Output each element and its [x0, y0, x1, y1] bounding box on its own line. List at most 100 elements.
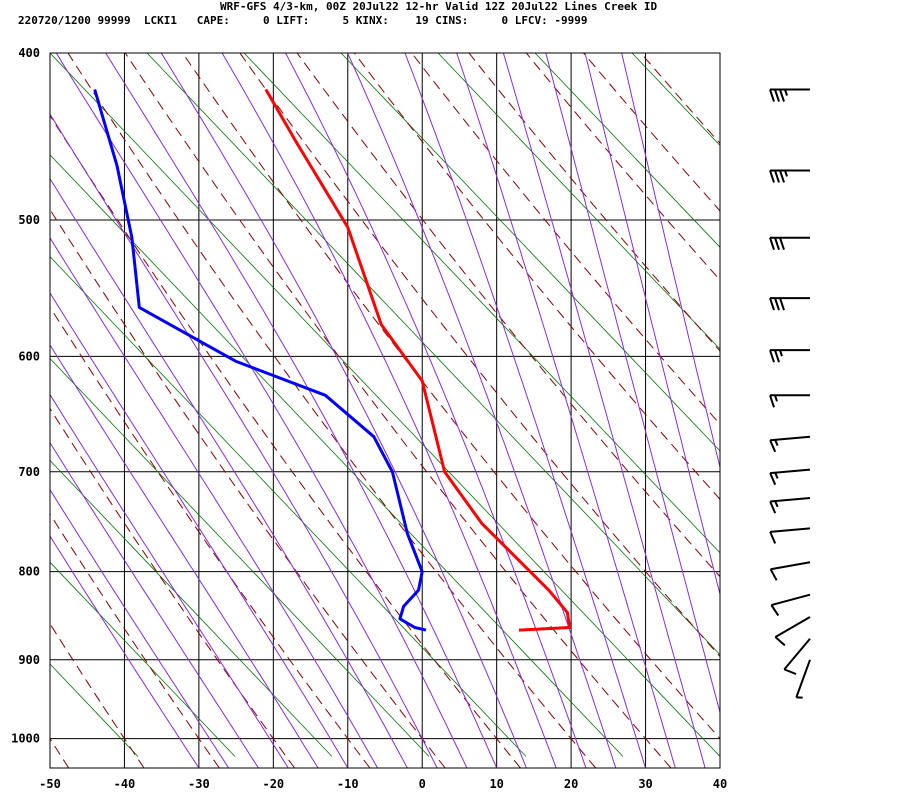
barb-flag — [774, 636, 786, 647]
plot-frame — [49, 52, 721, 769]
dry-adiabat — [182, 53, 720, 740]
moist-adiabat — [50, 113, 438, 768]
wind-barb — [769, 527, 811, 544]
barb-flag — [769, 439, 777, 453]
barb-flag — [770, 604, 780, 617]
dry-adiabats — [50, 53, 720, 768]
dry-adiabat — [67, 53, 597, 768]
mixing-ratio-line — [826, 53, 900, 757]
y-tick-label: 600 — [18, 349, 40, 363]
x-tick-label: 0 — [419, 777, 426, 791]
dry-adiabat — [50, 306, 371, 768]
mixing-ratio-line — [146, 53, 720, 656]
y-tick-label: 900 — [18, 653, 40, 667]
wind-barb — [769, 435, 811, 453]
barb-flag — [779, 89, 785, 102]
barb-flag — [783, 668, 797, 675]
moist-adiabat — [50, 393, 289, 768]
barb-half-flag — [774, 439, 779, 446]
barb-flag — [774, 349, 780, 363]
mixing-ratio-line — [243, 53, 720, 554]
dry-adiabat — [411, 53, 720, 425]
mixing-ratio-line — [50, 256, 527, 757]
barb-staff — [795, 659, 811, 698]
wind-barb — [795, 659, 811, 699]
y-tick-label: 400 — [18, 46, 40, 60]
wind-barb — [774, 616, 811, 647]
sounding-traces — [93, 88, 572, 632]
wind-barb — [769, 236, 810, 251]
mixing-ratio-line — [50, 53, 720, 757]
sounding-indices: 220720/1200 99999 LCKI1 CAPE: 0 LIFT: 5 … — [18, 14, 588, 27]
barb-half-flag — [784, 170, 788, 177]
barb-flag — [769, 568, 778, 581]
mixing-ratio-line — [340, 53, 720, 452]
wind-barb — [783, 638, 811, 675]
wind-barb — [769, 349, 810, 363]
moist-adiabat — [50, 177, 408, 768]
moist-adiabat — [50, 488, 230, 768]
barb-staff — [770, 527, 811, 533]
mixing-ratio-line — [0, 53, 41, 757]
moist-adiabat — [50, 441, 259, 768]
barb-flag — [769, 237, 775, 251]
barb-flag — [769, 531, 777, 544]
barb-half-flag — [779, 349, 783, 357]
barb-flag — [769, 89, 775, 102]
barb-flag — [774, 297, 780, 311]
moist-adiabat — [50, 292, 349, 768]
barb-flag — [769, 501, 777, 514]
barb-staff — [771, 593, 811, 607]
wind-barb — [769, 394, 810, 408]
moist-adiabat — [160, 53, 527, 768]
x-tick-label: 20 — [564, 777, 578, 791]
wind-barb — [769, 88, 810, 102]
dry-adiabat — [50, 407, 296, 768]
barb-staff — [783, 638, 811, 671]
barb-half-flag — [774, 500, 779, 508]
mixing-ratio-line — [50, 663, 139, 757]
wind-barb — [769, 561, 811, 581]
moist-adiabat — [545, 53, 720, 715]
x-tick-label: -10 — [337, 777, 359, 791]
barb-flag — [774, 89, 780, 102]
mixing-ratio-line — [50, 459, 333, 757]
moist-adiabat — [105, 53, 498, 768]
x-tick-label: -20 — [262, 777, 284, 791]
mixing-ratio-line — [437, 53, 720, 350]
dry-adiabat — [640, 53, 720, 145]
moist-adiabat — [456, 53, 676, 768]
barb-staff — [774, 616, 811, 638]
barb-flag — [769, 297, 775, 311]
wind-barb — [769, 497, 811, 514]
mixing-ratio-line — [50, 561, 236, 757]
moist-adiabat — [621, 53, 720, 470]
barb-flag — [779, 170, 785, 183]
barb-staff — [770, 561, 811, 571]
barb-staff — [770, 497, 811, 503]
moist-adiabat — [221, 53, 557, 768]
wind-barb — [770, 593, 811, 617]
barb-half-flag — [774, 394, 778, 402]
barb-half-flag — [784, 89, 788, 96]
moist-adiabat — [50, 343, 319, 768]
barb-staff — [770, 468, 811, 475]
x-tick-label: -30 — [188, 777, 210, 791]
barb-flag — [779, 297, 785, 311]
wind-barbs — [769, 88, 811, 699]
y-tick-label: 500 — [18, 213, 40, 227]
temperature-axis: -50 -40 -30 -20 -10 0 10 20 30 40 — [39, 777, 727, 791]
dry-adiabat — [50, 208, 446, 768]
mixing-ratio-line — [729, 53, 900, 757]
barb-staff — [770, 435, 811, 442]
barb-flag — [769, 170, 775, 183]
dry-adiabat — [50, 513, 220, 768]
temperature-trace — [264, 88, 572, 632]
grid-layer — [49, 52, 721, 768]
dry-adiabat — [50, 622, 145, 768]
barb-flag — [769, 394, 775, 408]
dry-adiabat — [239, 53, 720, 658]
moist-adiabat — [50, 535, 200, 768]
dry-adiabat — [525, 53, 720, 281]
dry-adiabat — [124, 53, 672, 768]
